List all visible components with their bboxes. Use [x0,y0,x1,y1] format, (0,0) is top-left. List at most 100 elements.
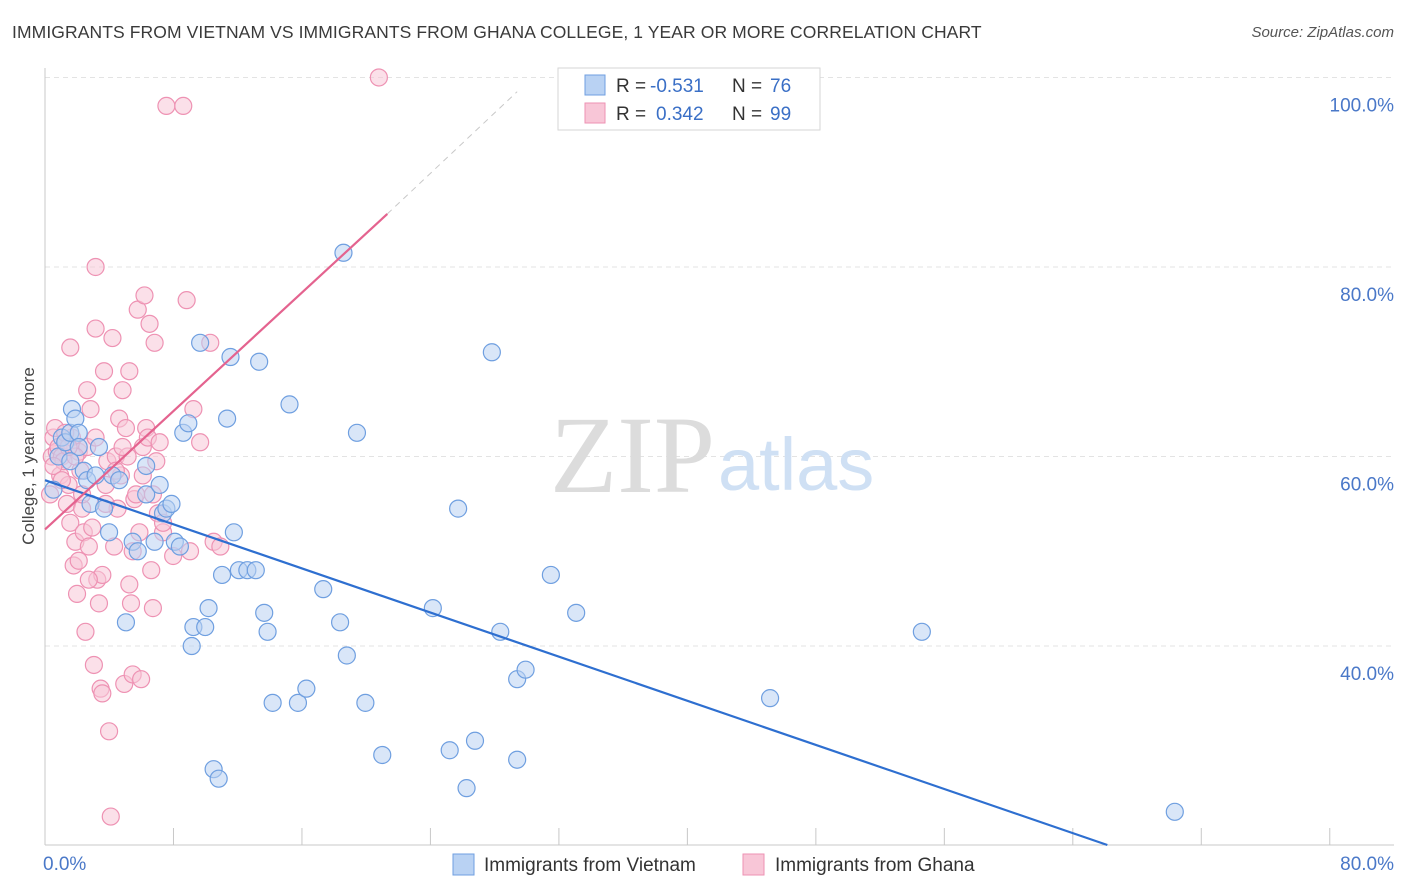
legend-n-value-ghana: 99 [770,104,791,125]
point-vietnam-73 [1165,802,1184,821]
point-ghana-23 [76,622,95,641]
point-vietnam-49 [280,395,299,414]
point-vietnam-47 [258,622,277,641]
point-vietnam-26 [162,494,181,513]
point-ghana-30 [86,257,105,277]
point-ghana-33 [89,594,109,613]
point-vietnam-53 [330,613,350,632]
source-credit: Source: ZipAtlas.com [1251,24,1394,41]
point-ghana-17 [67,584,87,603]
y-tick-label-1: 80.0% [1340,285,1394,306]
bottom-legend: Immigrants from Vietnam Immigrants from … [452,853,975,876]
legend-n-value-vietnam: 76 [770,76,791,97]
point-vietnam-64 [482,343,501,362]
point-vietnam-56 [347,423,367,442]
y-tick-label-0: 100.0% [1330,95,1395,116]
legend-swatch-vietnam [584,74,606,96]
point-vietnam-75 [61,452,80,471]
point-ghana-89 [79,570,98,589]
point-vietnam-60 [440,741,459,760]
trend-line-vietnam [44,479,1108,847]
bottom-legend-label-vietnam: Immigrants from Vietnam [484,855,696,876]
bottom-legend-swatch-ghana [742,853,765,876]
point-ghana-35 [93,684,112,703]
point-vietnam-45 [250,352,269,371]
y-tick-labels: 100.0% 80.0% 60.0% 40.0% [1330,95,1395,685]
point-ghana-71 [150,433,169,452]
point-vietnam-58 [373,745,392,765]
point-vietnam-57 [356,693,375,712]
point-vietnam-38 [212,565,232,585]
point-vietnam-34 [196,617,215,637]
point-vietnam-37 [209,769,228,788]
point-vietnam-63 [465,731,485,750]
point-ghana-53 [120,575,139,594]
point-vietnam-12 [89,437,109,457]
watermark-atlas: atlas [718,423,874,506]
point-vietnam-23 [150,475,169,495]
point-vietnam-70 [567,603,586,622]
point-vietnam-33 [191,333,210,352]
bottom-legend-label-ghana: Immigrants from Ghana [775,855,975,876]
point-ghana-31 [86,319,105,338]
chart-title: IMMIGRANTS FROM VIETNAM VS IMMIGRANTS FR… [12,22,982,42]
point-ghana-67 [143,599,163,618]
grid-lines [45,76,1394,647]
point-ghana-42 [103,328,122,348]
point-vietnam-69 [541,565,560,585]
point-vietnam-61 [449,499,468,518]
trend-lines [44,91,1108,847]
point-vietnam-46 [255,603,274,622]
watermark-zip: ZIP [550,394,715,516]
point-ghana-28 [83,518,102,537]
legend-r-label-ghana: R = [616,104,646,125]
y-tick-label-3: 40.0% [1340,664,1394,685]
point-vietnam-39 [218,409,237,428]
point-ghana-73 [157,96,176,116]
point-ghana-13 [61,338,80,357]
point-ghana-29 [84,655,104,675]
legend-r-value-vietnam: -0.531 [650,76,704,97]
point-ghana-19 [69,551,88,570]
point-vietnam-17 [116,613,136,632]
point-vietnam-22 [145,532,164,551]
point-vietnam-28 [170,537,189,556]
point-vietnam-41 [224,523,243,542]
point-vietnam-50 [288,693,308,712]
point-ghana-62 [135,286,154,305]
point-vietnam-67 [508,750,527,769]
point-ghana-68 [145,333,164,352]
point-vietnam-72 [912,622,931,641]
point-ghana-83 [369,68,388,87]
point-ghana-54 [121,594,141,613]
x-tick-label-max: 80.0% [1340,854,1394,875]
point-ghana-26 [79,537,98,556]
point-vietnam-55 [337,646,356,665]
point-ghana-50 [116,418,136,438]
bottom-legend-swatch-vietnam [452,853,475,876]
point-vietnam-71 [760,689,780,708]
point-vietnam-52 [314,580,333,599]
legend-n-label-ghana: N = [732,104,762,125]
point-ghana-12 [61,513,80,532]
point-ghana-25 [78,381,97,400]
point-ghana-75 [174,96,193,116]
legend-r-value-ghana: 0.342 [656,104,704,125]
point-vietnam-35 [199,599,218,618]
point-ghana-65 [140,314,159,333]
point-ghana-60 [132,670,151,689]
legend-swatch-ghana [584,102,606,124]
point-vietnam-51 [297,679,316,698]
series-vietnam-points [44,243,1184,821]
point-vietnam-16 [110,471,129,490]
point-vietnam-68 [516,660,535,679]
point-vietnam-21 [137,456,156,476]
legend-n-label-vietnam: N = [732,76,762,97]
point-vietnam-20 [137,485,156,504]
legend-box: R = -0.531 N = 76 R = 0.342 N = 99 [557,67,821,131]
trend-line-ghana [44,213,389,531]
point-ghana-41 [101,807,120,826]
point-ghana-37 [94,362,114,381]
point-vietnam-48 [263,693,282,712]
point-ghana-79 [191,433,210,452]
